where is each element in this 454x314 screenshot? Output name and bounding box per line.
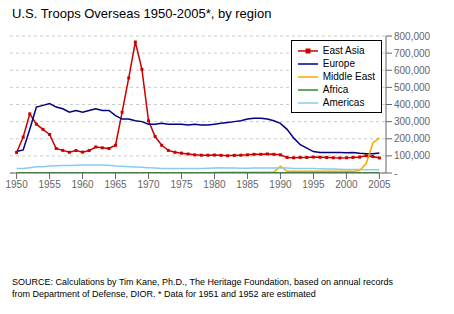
html-text:Americas: Americas — [322, 97, 365, 108]
svg-text:1955: 1955 — [38, 179, 61, 190]
svg-text:100,000: 100,000 — [394, 150, 431, 161]
html-text:U.S. Troops Overseas 1950-2005: U.S. Troops Overseas 1950-2005*, by regi… — [12, 6, 272, 21]
svg-text:2000: 2000 — [335, 179, 358, 190]
svg-text:1970: 1970 — [137, 179, 160, 190]
svg-text:200,000: 200,000 — [394, 133, 431, 144]
html-text:Africa: Africa — [322, 84, 349, 95]
html-text:SOURCE: Calculations by Tim Ka: SOURCE: Calculations by Tim Kane, Ph.D.,… — [12, 277, 393, 299]
svg-text:1990: 1990 — [269, 179, 292, 190]
svg-text:1985: 1985 — [236, 179, 259, 190]
svg-text:1960: 1960 — [71, 179, 94, 190]
svg-text:400,000: 400,000 — [394, 99, 431, 110]
svg-text:1995: 1995 — [302, 179, 325, 190]
html-text:Middle East: Middle East — [322, 71, 375, 82]
html-text:Europe: Europe — [322, 58, 355, 69]
svg-text:2005: 2005 — [368, 179, 391, 190]
svg-text:1975: 1975 — [170, 179, 193, 190]
svg-text:300,000: 300,000 — [394, 116, 431, 127]
html-text:East Asia: East Asia — [322, 45, 365, 56]
svg-text:700,000: 700,000 — [394, 48, 431, 59]
svg-text:1965: 1965 — [104, 179, 127, 190]
svg-text:-: - — [394, 168, 397, 179]
svg-text:1950: 1950 — [8, 179, 28, 190]
svg-text:500,000: 500,000 — [394, 82, 431, 93]
svg-text:600,000: 600,000 — [394, 65, 431, 76]
svg-text:1980: 1980 — [203, 179, 226, 190]
svg-text:800,000: 800,000 — [394, 31, 431, 42]
